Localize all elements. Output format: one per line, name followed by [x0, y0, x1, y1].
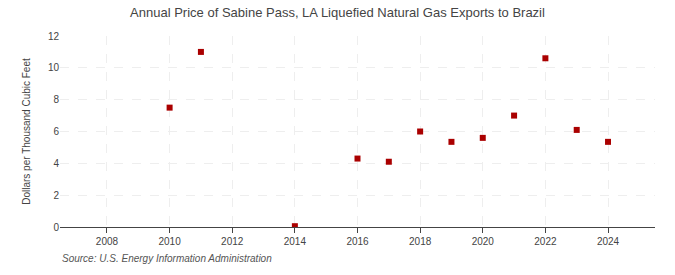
svg-text:2: 2: [53, 190, 59, 201]
svg-text:4: 4: [53, 158, 59, 169]
svg-text:10: 10: [48, 62, 60, 73]
svg-text:2010: 2010: [158, 236, 181, 247]
svg-text:2012: 2012: [221, 236, 244, 247]
svg-text:Dollars per Thousand Cubic Fee: Dollars per Thousand Cubic Feet: [21, 58, 32, 205]
svg-text:2018: 2018: [409, 236, 432, 247]
svg-text:6: 6: [53, 126, 59, 137]
svg-text:0: 0: [53, 222, 59, 233]
svg-text:8: 8: [53, 94, 59, 105]
svg-text:12: 12: [48, 31, 60, 42]
svg-text:2020: 2020: [472, 236, 495, 247]
svg-text:Annual Price of Sabine Pass, L: Annual Price of Sabine Pass, LA Liquefie…: [130, 5, 545, 20]
svg-text:2008: 2008: [96, 236, 119, 247]
svg-text:Source: U.S. Energy Informatio: Source: U.S. Energy Information Administ…: [62, 253, 272, 264]
svg-text:2014: 2014: [284, 236, 307, 247]
svg-text:2024: 2024: [597, 236, 620, 247]
svg-text:2022: 2022: [534, 236, 557, 247]
svg-text:2016: 2016: [346, 236, 369, 247]
